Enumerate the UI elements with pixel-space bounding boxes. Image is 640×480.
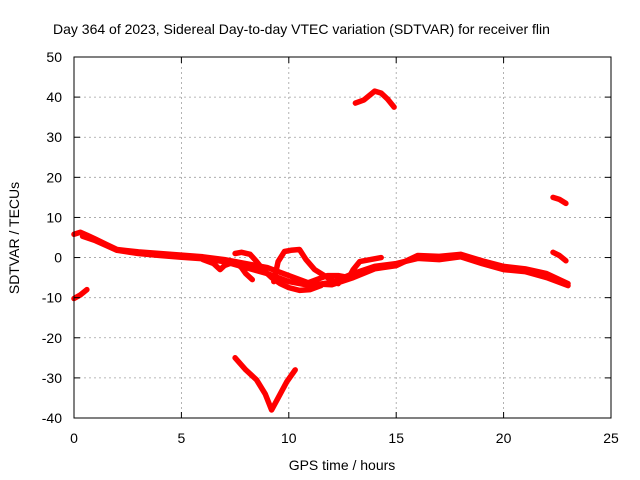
x-tick-label: 5 — [178, 430, 186, 446]
y-tick-label: 30 — [46, 129, 62, 145]
y-tick-label: 20 — [46, 169, 62, 185]
series-early-segment — [71, 286, 90, 302]
y-tick-label: -30 — [42, 370, 62, 386]
y-tick-label: 10 — [46, 209, 62, 225]
series-v-segment — [232, 355, 298, 413]
x-tick-label: 20 — [496, 430, 512, 446]
series-late-upper — [550, 194, 569, 207]
series-loop-8-11h — [232, 249, 324, 294]
series-layer — [71, 88, 571, 413]
y-tick-labels: -40 -30 -20 -10 0 10 20 30 40 50 — [42, 49, 62, 426]
series-late-short — [550, 249, 569, 264]
chart-title: Day 364 of 2023, Sidereal Day-to-day VTE… — [53, 21, 550, 37]
x-tick-label: 15 — [388, 430, 404, 446]
ticks — [73, 56, 612, 419]
x-tick-label: 10 — [281, 430, 297, 446]
y-tick-label: 50 — [46, 49, 62, 65]
y-tick-label: -20 — [42, 330, 62, 346]
x-axis-label: GPS time / hours — [289, 457, 396, 473]
y-tick-label: -10 — [42, 290, 62, 306]
series-peak-segment — [352, 88, 397, 110]
x-tick-label: 25 — [603, 430, 619, 446]
plot-frame — [73, 56, 612, 419]
x-tick-label: 0 — [70, 430, 78, 446]
series-loop-11-14h — [303, 254, 384, 287]
grid — [74, 57, 611, 418]
y-tick-label: 40 — [46, 89, 62, 105]
y-tick-label: 0 — [54, 250, 62, 266]
x-tick-labels: 0 5 10 15 20 25 — [70, 430, 619, 446]
y-tick-label: -40 — [42, 410, 62, 426]
series-loop-6-8h — [200, 256, 256, 283]
series-lower-band — [79, 233, 571, 289]
y-axis-label: SDTVAR / TECUs — [6, 182, 22, 294]
